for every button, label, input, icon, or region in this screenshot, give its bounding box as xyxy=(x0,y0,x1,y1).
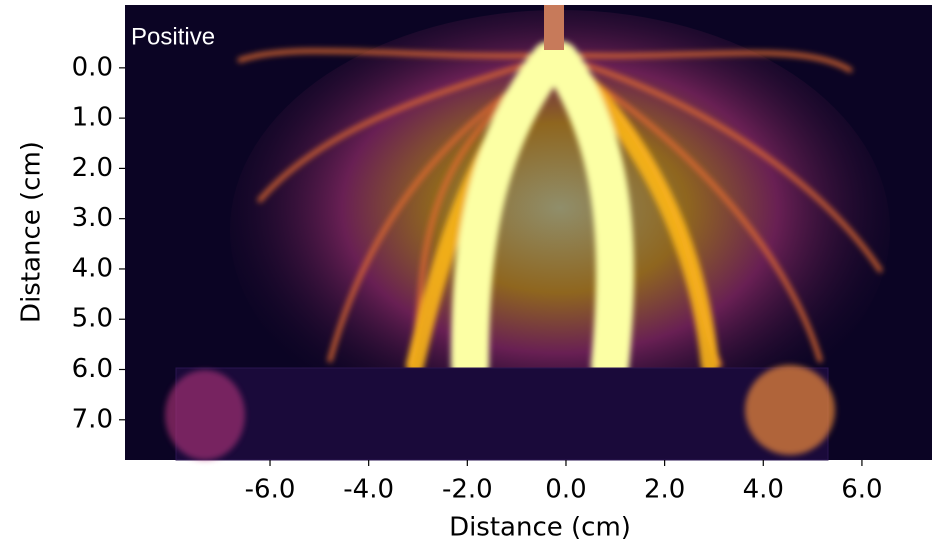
x-tick-label: -6.0 xyxy=(245,475,296,505)
y-tick-label: 6.0 xyxy=(72,354,113,384)
y-tick-label: 0.0 xyxy=(72,52,113,82)
x-tick-label: 0.0 xyxy=(545,475,586,505)
y-axis-label: Distance (cm) xyxy=(17,141,47,323)
y-tick-label: 7.0 xyxy=(72,404,113,434)
x-tick-label: 2.0 xyxy=(644,475,685,505)
chart: Positive Distance (cm) Distance (cm) -6.… xyxy=(0,0,932,548)
y-tick-label: 5.0 xyxy=(72,304,113,334)
x-axis-label: Distance (cm) xyxy=(449,513,631,543)
x-tick-label: -2.0 xyxy=(442,475,493,505)
annotation: Positive xyxy=(131,23,215,50)
x-tick-label: 4.0 xyxy=(743,475,784,505)
image xyxy=(125,5,932,460)
y-tick-label: 2.0 xyxy=(72,153,113,183)
y-tick-label: 4.0 xyxy=(72,253,113,283)
y-tick-label: 3.0 xyxy=(72,203,113,233)
y-tick-label: 1.0 xyxy=(72,103,113,133)
x-tick-label: 6.0 xyxy=(841,475,882,505)
x-tick-label: -4.0 xyxy=(343,475,394,505)
